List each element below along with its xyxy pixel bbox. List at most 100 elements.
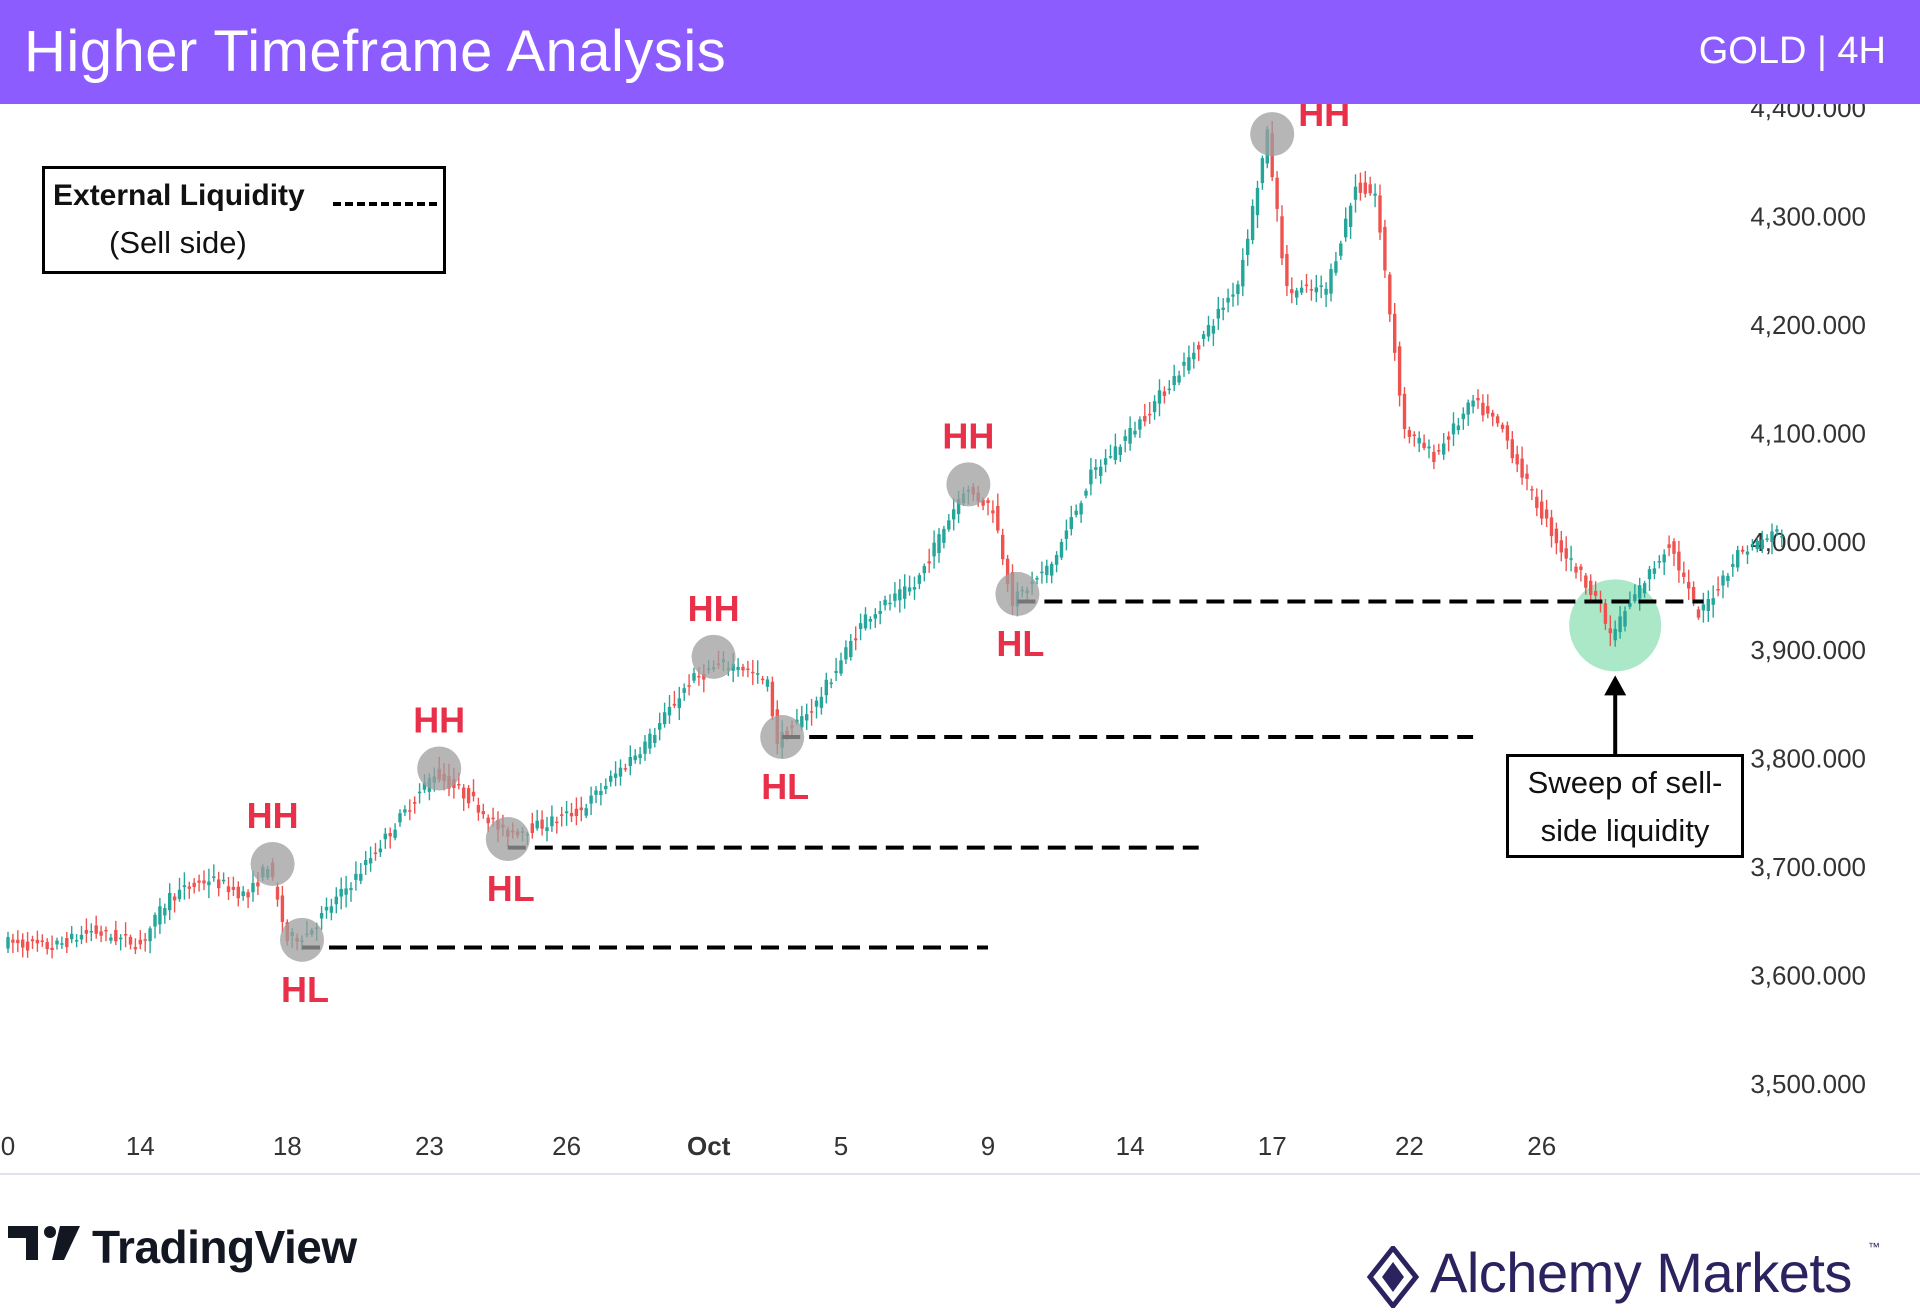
trademark-symbol: ™	[1868, 1240, 1880, 1254]
candle-body	[613, 773, 618, 778]
candle-body	[809, 711, 814, 713]
candle-body	[1481, 402, 1485, 416]
legend-subtitle: (Sell side)	[109, 225, 247, 260]
candle-body	[765, 679, 770, 687]
candle-body	[1226, 297, 1230, 303]
candle-body	[1348, 205, 1353, 228]
candle-body	[1045, 565, 1049, 576]
candle-body	[89, 930, 93, 933]
candle-body	[824, 679, 828, 696]
candle-body	[373, 852, 378, 855]
candle-body	[344, 888, 348, 895]
candle-body	[70, 933, 74, 940]
x-tick-label: 14	[1116, 1131, 1145, 1161]
candle-body	[560, 814, 564, 816]
candle-body	[349, 888, 353, 891]
sweep-annotation-line2: side liquidity	[1540, 813, 1710, 848]
candle-body	[403, 809, 407, 813]
candle-body	[1383, 226, 1387, 271]
candle-body	[329, 906, 334, 913]
candle-body	[1726, 575, 1730, 581]
candle-body	[94, 925, 98, 934]
candle-body	[746, 668, 750, 671]
candle-body	[236, 886, 240, 899]
candle-body	[682, 688, 686, 693]
candle-body	[1206, 325, 1211, 337]
candle-body	[491, 817, 495, 820]
candle-body	[172, 896, 177, 901]
candle-body	[1363, 182, 1367, 194]
candle-body	[1001, 534, 1005, 560]
candle-body	[1721, 575, 1725, 586]
candle-body	[1696, 609, 1701, 618]
candle-body	[1652, 568, 1657, 574]
pivot-marker	[280, 917, 324, 962]
candlestick-chart[interactable]: 4,400.000 4,300.000 4,200.000 4,100.000 4,00…	[0, 104, 1920, 1180]
candle-body	[163, 908, 167, 916]
candle-body	[805, 714, 809, 721]
candle-body	[1054, 554, 1059, 565]
candle-body	[177, 889, 182, 900]
candle-body	[1108, 456, 1113, 458]
candle-body	[662, 712, 667, 725]
candle-body	[770, 681, 775, 717]
candle-body	[1579, 566, 1583, 570]
candle-body	[1608, 628, 1612, 634]
candle-body	[256, 882, 260, 887]
candle-body	[1755, 540, 1759, 549]
candle-body	[231, 886, 236, 890]
candle-body	[1407, 430, 1412, 437]
candle-body	[839, 660, 843, 674]
candle-body	[1500, 424, 1505, 429]
candle-body	[1172, 376, 1176, 386]
candle-body	[800, 716, 804, 728]
candle-body	[692, 673, 696, 681]
alchemy-markets-wordmark: Alchemy Markets	[1430, 1241, 1852, 1304]
candle-body	[119, 937, 123, 940]
candle-body	[599, 790, 603, 796]
candle-body	[35, 939, 40, 944]
candle-body	[1309, 289, 1314, 291]
candle-body	[986, 500, 990, 503]
candle-body	[280, 895, 285, 922]
candle-body	[1417, 437, 1421, 444]
candle-body	[202, 880, 206, 884]
candle-body	[40, 940, 44, 942]
candle-body	[741, 666, 745, 671]
candle-body	[1260, 158, 1265, 184]
candle-body	[462, 787, 466, 799]
candle-body	[1290, 289, 1294, 294]
candle-body	[574, 808, 579, 817]
candle-body	[956, 499, 961, 515]
page-title: Higher Timeframe Analysis	[24, 19, 727, 84]
sweep-annotation-box: Sweep of sell- side liquidity	[1506, 754, 1744, 858]
candle-body	[241, 891, 245, 897]
candle-body	[275, 886, 280, 900]
candle-body	[1358, 182, 1363, 193]
candle-body	[1344, 218, 1348, 238]
y-tick-label: 4,400.000	[1750, 104, 1866, 123]
candle-body	[981, 499, 985, 506]
y-tick-label: 3,900.000	[1750, 635, 1866, 665]
candle-body	[192, 882, 196, 887]
candle-body	[898, 589, 902, 601]
pivot-marker	[691, 634, 736, 679]
candle-body	[1113, 446, 1118, 460]
candle-body	[398, 813, 402, 823]
candle-body	[1094, 467, 1098, 470]
candle-body	[1525, 473, 1529, 479]
candle-body	[917, 575, 922, 584]
candle-body	[819, 696, 824, 708]
candle-body	[736, 666, 740, 671]
candle-body	[1402, 393, 1407, 430]
candle-body	[11, 939, 15, 943]
candle-body	[1476, 397, 1480, 401]
candle-body	[1603, 603, 1608, 624]
x-tick-label: 26	[1527, 1131, 1556, 1161]
candle-body	[1623, 611, 1627, 627]
candle-body	[530, 823, 534, 833]
candle-body	[1285, 253, 1289, 287]
candle-body	[609, 775, 613, 782]
candle-body	[368, 858, 373, 864]
candle-body	[868, 618, 873, 622]
